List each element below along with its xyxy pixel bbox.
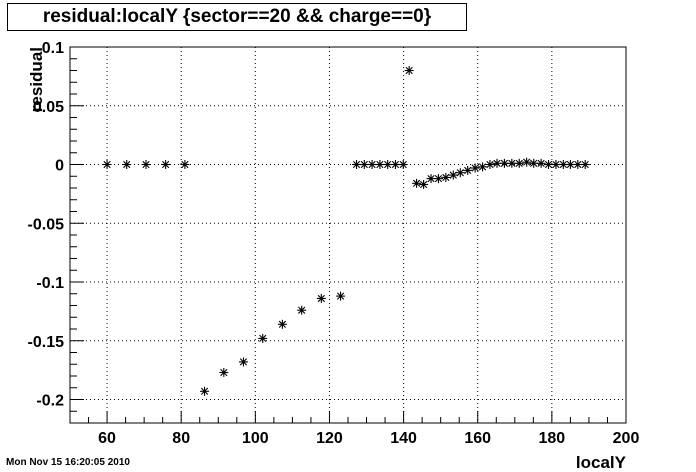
y-tick-label: -0.2 bbox=[36, 393, 64, 410]
data-point bbox=[492, 158, 502, 168]
data-point bbox=[161, 160, 171, 169]
x-tick-label: 160 bbox=[464, 430, 491, 447]
data-point bbox=[485, 160, 495, 169]
data-point bbox=[383, 160, 393, 169]
data-point bbox=[258, 333, 268, 343]
data-point bbox=[200, 386, 210, 396]
data-point bbox=[390, 160, 400, 169]
y-tick-label: -0.05 bbox=[28, 216, 65, 233]
data-point bbox=[551, 160, 561, 169]
data-point bbox=[463, 165, 473, 175]
axis-ticks bbox=[69, 46, 627, 424]
data-point bbox=[102, 160, 112, 169]
data-point bbox=[297, 305, 307, 315]
chart-title: residual:localY {sector==20 && charge==0… bbox=[7, 3, 467, 31]
x-tick-label: 80 bbox=[172, 430, 190, 447]
data-point bbox=[412, 178, 422, 188]
data-point bbox=[122, 160, 132, 169]
x-tick-label: 200 bbox=[613, 430, 640, 447]
data-point bbox=[398, 160, 408, 169]
x-tick-label: 60 bbox=[98, 430, 116, 447]
data-point bbox=[238, 357, 248, 367]
data-point bbox=[367, 160, 377, 169]
data-point bbox=[448, 170, 458, 180]
data-point bbox=[277, 319, 287, 329]
data-point bbox=[180, 160, 190, 169]
data-point bbox=[219, 367, 229, 377]
y-tick-labels: 0.1 0.05 0 -0.05 -0.1 -0.15 -0.2 bbox=[28, 40, 65, 410]
data-point bbox=[433, 174, 443, 184]
x-tick-label: 100 bbox=[242, 430, 269, 447]
data-point bbox=[375, 160, 385, 169]
y-tick-label: -0.15 bbox=[28, 334, 65, 351]
timestamp-label: Mon Nov 15 16:20:05 2010 bbox=[6, 457, 130, 468]
data-point bbox=[455, 168, 465, 178]
data-point bbox=[470, 163, 480, 173]
data-point bbox=[558, 160, 568, 169]
y-tick-label: 0 bbox=[55, 158, 64, 175]
data-point bbox=[514, 158, 524, 168]
data-point bbox=[478, 162, 488, 172]
data-point bbox=[316, 293, 326, 303]
y-tick-label: 0.05 bbox=[33, 99, 64, 116]
data-point bbox=[522, 157, 532, 167]
data-point bbox=[359, 160, 369, 169]
grid-lines bbox=[70, 47, 626, 423]
data-point bbox=[536, 158, 546, 168]
x-tick-label: 140 bbox=[390, 430, 417, 447]
data-point bbox=[419, 179, 429, 189]
x-tick-labels: 60 80 100 120 140 160 180 200 bbox=[98, 430, 639, 447]
y-tick-label: 0.1 bbox=[42, 40, 64, 57]
data-point bbox=[141, 160, 151, 169]
x-tick-label: 180 bbox=[539, 430, 566, 447]
y-axis-title: residual bbox=[27, 47, 46, 112]
data-point bbox=[441, 172, 451, 182]
data-points bbox=[102, 66, 590, 396]
x-axis-title: localY bbox=[576, 453, 627, 472]
y-tick-label: -0.1 bbox=[36, 275, 64, 292]
data-point bbox=[352, 160, 362, 169]
plot-frame bbox=[69, 46, 627, 424]
data-point bbox=[580, 160, 590, 169]
data-point bbox=[336, 291, 346, 301]
x-tick-label: 120 bbox=[316, 430, 343, 447]
data-point bbox=[404, 66, 414, 75]
